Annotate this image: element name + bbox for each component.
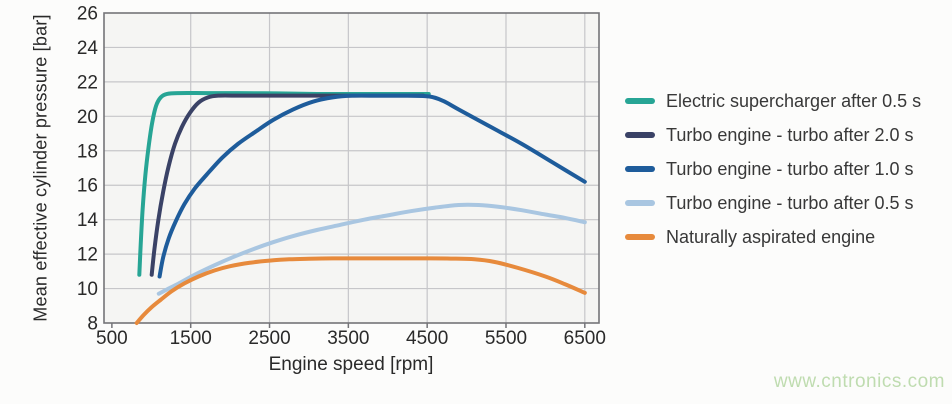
- x-tick-label: 5500: [485, 328, 527, 349]
- legend-swatch-icon: [625, 200, 655, 206]
- legend-label: Turbo engine - turbo after 1.0 s: [666, 158, 914, 179]
- series-line: [134, 256, 587, 325]
- y-tick-label: 14: [77, 210, 99, 231]
- legend-label: Naturally aspirated engine: [666, 226, 876, 247]
- series-line: [156, 202, 587, 296]
- x-axis-title: Engine speed [rpm]: [268, 354, 434, 375]
- legend-label: Electric supercharger after 0.5 s: [666, 90, 922, 111]
- y-tick-label: 16: [77, 176, 98, 197]
- y-tick-label: 22: [77, 72, 98, 93]
- series-line: [157, 93, 587, 279]
- legend-swatch-icon: [625, 166, 655, 172]
- legend-label: Turbo engine - turbo after 2.0 s: [666, 124, 914, 145]
- y-tick-label: 24: [77, 38, 99, 59]
- legend-swatch-icon: [625, 132, 655, 138]
- legend-swatch-icon: [625, 98, 655, 104]
- plot-border: [103, 12, 600, 324]
- watermark-text: www.cntronics.com: [773, 371, 945, 392]
- x-tick-label: 3500: [327, 328, 369, 349]
- x-tick-label: 2500: [248, 328, 290, 349]
- x-tick-label: 500: [96, 328, 128, 349]
- x-tick-label: 6500: [564, 328, 606, 349]
- legend-item: Turbo engine - turbo after 2.0 s: [625, 118, 945, 152]
- legend-item: Naturally aspirated engine: [625, 220, 945, 254]
- legend: Electric supercharger after 0.5 s Turbo e…: [625, 84, 945, 254]
- y-tick-label: 10: [77, 279, 98, 300]
- legend-item: Electric supercharger after 0.5 s: [625, 84, 945, 118]
- legend-item: Turbo engine - turbo after 0.5 s: [625, 186, 945, 220]
- legend-item: Turbo engine - turbo after 1.0 s: [625, 152, 945, 186]
- y-axis-title: Mean effective cylinder pressure [bar]: [30, 14, 51, 322]
- y-tick-label: 18: [77, 141, 98, 162]
- y-tick-label: 26: [77, 4, 98, 25]
- y-tick-label: 20: [77, 107, 98, 128]
- y-tick-label: 8: [87, 314, 98, 335]
- legend-swatch-icon: [625, 234, 655, 240]
- x-tick-label: 1500: [170, 328, 212, 349]
- plot-background: [104, 13, 599, 323]
- y-tick-label: 12: [77, 245, 98, 266]
- x-tick-label: 4500: [406, 328, 448, 349]
- legend-label: Turbo engine - turbo after 0.5 s: [666, 192, 914, 213]
